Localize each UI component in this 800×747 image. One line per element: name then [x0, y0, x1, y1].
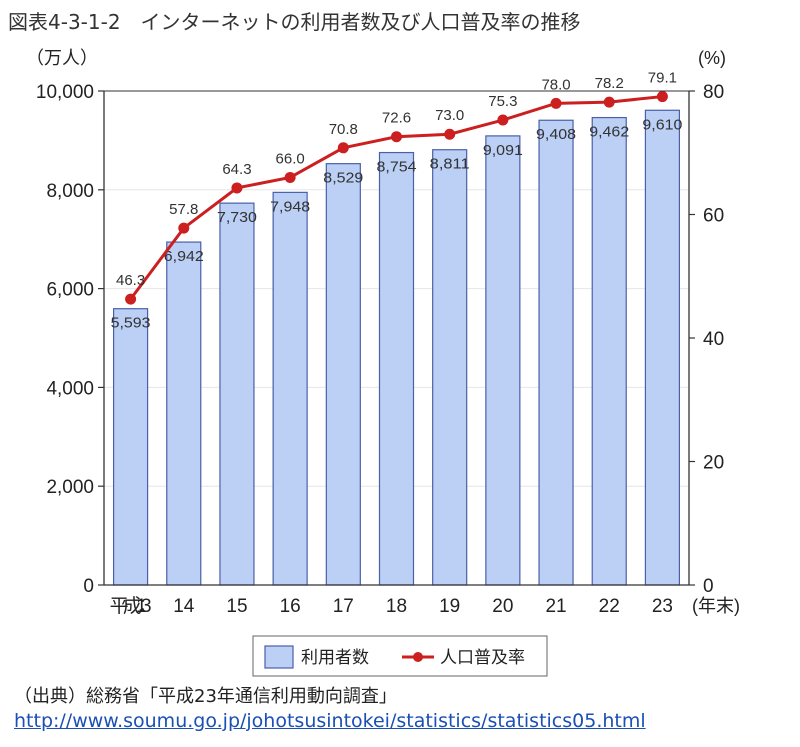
y-right-tick-label: 20 — [703, 453, 724, 474]
chart: 5,593 6,942 7,730 7,948 8,529 8,754 8,811 9,091… — [26, 48, 740, 677]
legend-bar-label: 利用者数 — [301, 648, 369, 667]
line-point — [656, 91, 668, 103]
bar-value-label: 9,610 — [642, 116, 682, 133]
y-left-tick-label: 10,000 — [36, 82, 94, 103]
source-link[interactable]: http://www.soumu.go.jp/johotsusintokei/s… — [14, 710, 646, 732]
bar — [591, 116, 627, 586]
x-unit: (年末) — [692, 596, 740, 616]
bar — [485, 135, 521, 586]
x-tick-label: 22 — [599, 596, 620, 617]
line-point — [550, 97, 562, 109]
bar-value-label: 9,408 — [536, 126, 576, 143]
y-right-tick-label: 60 — [703, 206, 724, 227]
line-point — [497, 114, 509, 126]
y-left-tick-label: 6,000 — [46, 280, 94, 301]
bar-value-label: 8,529 — [323, 170, 363, 187]
line-point — [231, 182, 243, 194]
axes — [98, 90, 695, 586]
bar — [272, 191, 308, 586]
x-tick-label: 14 — [173, 596, 195, 617]
y-right-tick-label: 40 — [703, 329, 724, 350]
y-right-unit: (%) — [698, 48, 726, 68]
line-point — [391, 131, 402, 143]
legend-bar-swatch — [264, 645, 294, 669]
bar — [166, 241, 202, 586]
line-value-label: 66.0 — [276, 150, 305, 167]
y-left-tick-label: 4,000 — [46, 378, 94, 399]
legend-line-label: 人口普及率 — [440, 648, 525, 667]
bar — [378, 151, 415, 586]
line-point — [337, 142, 349, 154]
source-note: （出典）総務省「平成23年通信利用動向調査」 — [14, 686, 397, 707]
bar — [219, 202, 255, 586]
legend: 利用者数 人口普及率 — [252, 635, 548, 677]
line-labels: 46.3 57.8 64.3 66.0 70.8 72.6 73.0 75.3 78.0 78.2… — [116, 70, 677, 290]
bar-series — [112, 109, 681, 586]
line-point — [125, 293, 137, 305]
x-tick-labels: 平成13 14 15 16 17 18 19 20 21 22 23 — [110, 595, 673, 617]
bar-value-label: 8,811 — [430, 156, 470, 173]
x-tick-label: 20 — [492, 596, 513, 617]
line-value-label: 46.3 — [116, 272, 145, 289]
bar-value-label: 7,730 — [217, 209, 257, 226]
line-point — [444, 128, 456, 140]
line-value-label: 78.0 — [541, 76, 570, 93]
line-value-label: 64.3 — [222, 161, 251, 178]
x-tick-label: 15 — [226, 596, 247, 617]
y-left-unit: （万人） — [26, 48, 98, 68]
line-point — [284, 171, 296, 183]
bar — [538, 119, 574, 586]
x-tick-label: 17 — [333, 596, 354, 617]
bar-value-label: 9,091 — [483, 142, 523, 159]
line-value-label: 70.8 — [329, 121, 358, 138]
x-tick-label: 23 — [652, 596, 673, 617]
legend-line-marker — [413, 652, 423, 662]
y-right-tick-labels: 0 20 40 60 80 — [703, 82, 724, 597]
bar — [432, 149, 468, 586]
x-tick-label: 平成13 — [110, 595, 152, 617]
bar-value-label: 6,942 — [164, 248, 204, 265]
line-point — [178, 222, 190, 234]
legend-box — [252, 635, 548, 677]
bar — [112, 308, 149, 586]
line-series — [125, 91, 668, 305]
y-left-tick-label: 0 — [83, 576, 94, 597]
line-value-label: 57.8 — [169, 201, 198, 218]
line-value-label: 79.1 — [648, 70, 677, 87]
x-tick-label: 18 — [386, 596, 407, 617]
bar-value-label: 7,948 — [270, 198, 310, 215]
line-value-label: 75.3 — [488, 93, 517, 110]
line-value-label: 78.2 — [595, 75, 624, 92]
y-left-tick-label: 8,000 — [46, 181, 94, 202]
bar — [644, 109, 681, 586]
bar-value-label: 5,593 — [111, 315, 151, 332]
line-value-label: 73.0 — [435, 107, 464, 124]
bar-value-label: 9,462 — [589, 124, 629, 141]
bar — [325, 163, 361, 586]
line-value-label: 72.6 — [382, 110, 411, 127]
bar-value-label: 8,754 — [377, 159, 417, 176]
y-left-tick-label: 2,000 — [46, 477, 94, 498]
x-tick-label: 19 — [439, 596, 460, 617]
x-tick-label: 16 — [280, 596, 301, 617]
y-right-tick-label: 80 — [703, 82, 724, 103]
y-right-tick-label: 0 — [703, 576, 714, 597]
bar-labels: 5,593 6,942 7,730 7,948 8,529 8,754 8,811 9,091… — [111, 116, 683, 331]
x-tick-label: 21 — [545, 596, 566, 617]
figure-title: 図表4-3-1-2 インターネットの利用者数及び人口普及率の推移 — [8, 10, 581, 34]
line-point — [603, 96, 615, 108]
y-left-tick-labels: 0 2,000 4,000 6,000 8,000 10,000 — [36, 82, 94, 597]
